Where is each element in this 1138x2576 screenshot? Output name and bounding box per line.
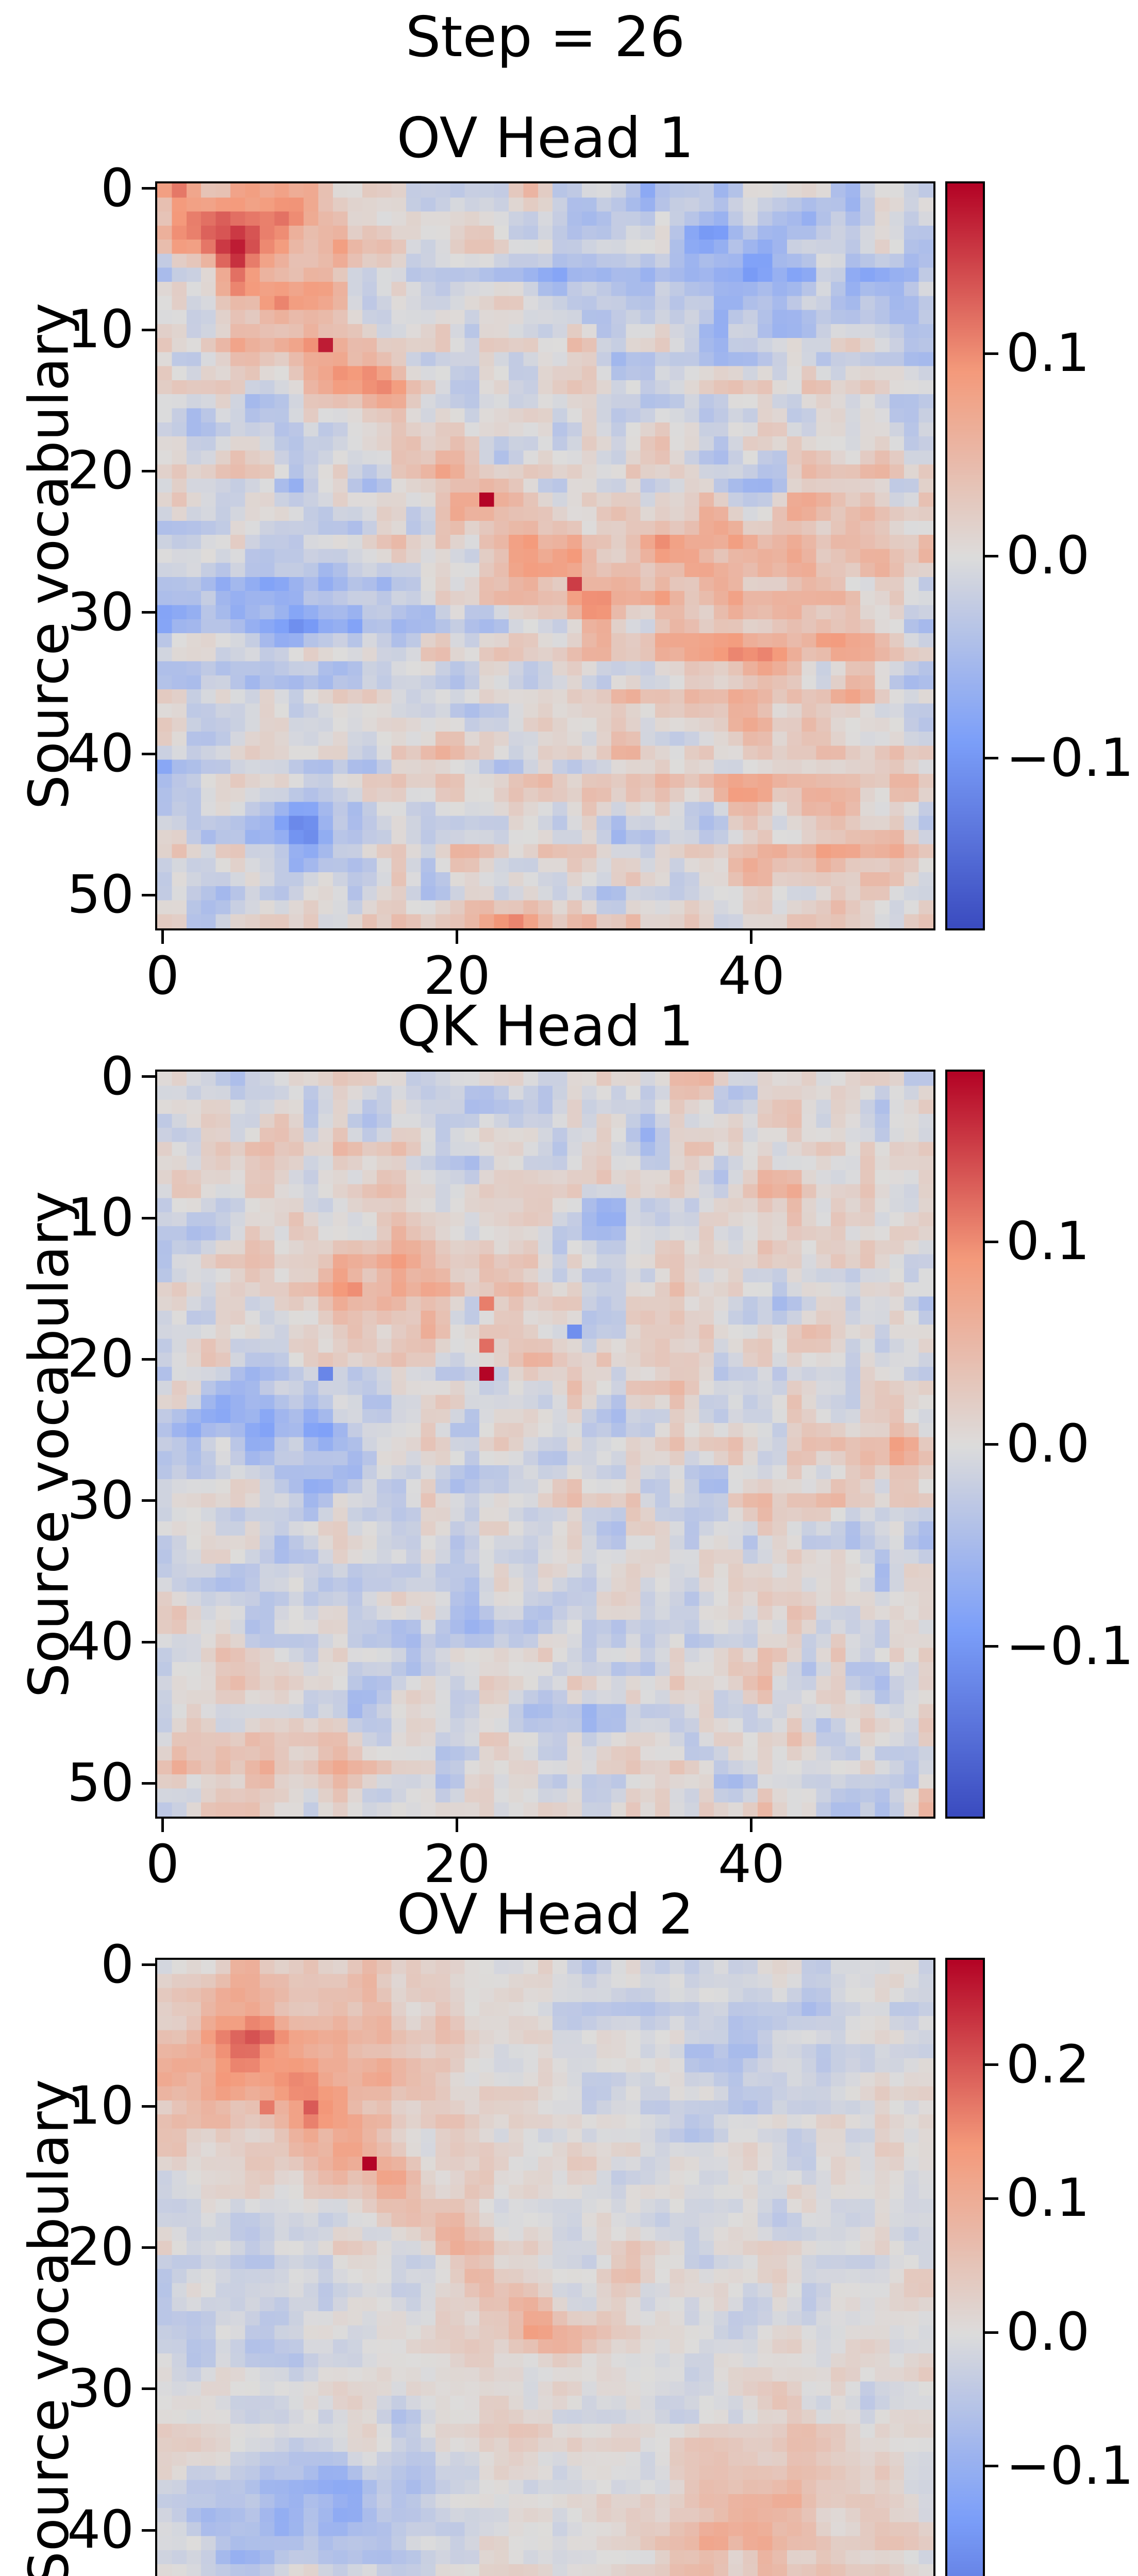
y-tick-label: 20 [67, 2216, 134, 2278]
x-tick-label: 20 [423, 1834, 491, 1895]
x-tick-mark [750, 930, 753, 944]
y-tick-mark [142, 2105, 155, 2108]
x-tick-mark [161, 1819, 164, 1832]
panel-title-ov-head-1: OV Head 1 [396, 106, 694, 171]
x-tick-label: 40 [718, 1834, 785, 1895]
colorbar-gradient [947, 1072, 983, 1817]
y-tick-label: 30 [67, 2358, 134, 2419]
y-tick-mark [142, 611, 155, 614]
y-tick-mark [142, 1216, 155, 1219]
y-tick-mark [142, 328, 155, 331]
y-tick-mark [142, 2387, 155, 2391]
y-tick-mark [142, 2246, 155, 2249]
y-tick-mark [142, 1640, 155, 1643]
y-tick-mark [142, 1499, 155, 1502]
y-tick-mark [142, 1782, 155, 1785]
y-tick-label: 10 [67, 1187, 134, 1249]
y-tick-mark [142, 893, 155, 896]
y-tick-mark [142, 1358, 155, 1361]
colorbar-tick-label: −0.1 [1006, 727, 1134, 789]
colorbar-tick-label: 0.0 [1006, 2301, 1090, 2363]
y-tick-label: 20 [67, 1328, 134, 1390]
colorbar-tick-label: 0.2 [1006, 2033, 1090, 2095]
colorbar-tick-mark [985, 1645, 998, 1648]
colorbar-tick-mark [985, 1240, 998, 1243]
colorbar-tick-label: −0.2 [1006, 2573, 1135, 2576]
y-tick-label: 40 [67, 2499, 134, 2561]
panel-title-qk-head-1: QK Head 1 [397, 994, 694, 1059]
y-tick-mark [142, 2529, 155, 2532]
heatmap-canvas [157, 183, 933, 928]
colorbar-tick-mark [985, 554, 998, 557]
figure-title: Step = 26 [405, 5, 685, 70]
y-tick-label: 10 [67, 299, 134, 361]
colorbar-tick-label: 0.1 [1006, 2167, 1090, 2229]
y-tick-mark [142, 752, 155, 755]
y-tick-mark [142, 1963, 155, 1967]
colorbar-tick-mark [985, 2331, 998, 2334]
colorbar-tick-mark [985, 757, 998, 760]
colorbar-ov-head-1 [945, 181, 985, 930]
y-tick-label: 30 [67, 581, 134, 643]
colorbar-tick-mark [985, 352, 998, 355]
panel-ov-head-1: OV Head 1 Source vocabulary 0 10 20 30 40 50 0… [0, 108, 1138, 1004]
panel-qk-head-1: QK Head 1 Source vocabulary 0 10 20 30 40 50 0… [0, 996, 1138, 1892]
colorbar-tick-mark [985, 2197, 998, 2200]
colorbar-tick-label: 0.0 [1006, 1413, 1090, 1475]
y-tick-label: 0 [101, 1934, 134, 1995]
heatmap-qk-head-1 [155, 1070, 935, 1819]
colorbar-gradient [947, 183, 983, 928]
x-tick-mark [161, 930, 164, 944]
panel-title-ov-head-2: OV Head 2 [396, 1883, 694, 1947]
colorbar-tick-label: 0.1 [1006, 1211, 1090, 1273]
x-tick-label: 0 [145, 945, 179, 1007]
colorbar-tick-label: 0.0 [1006, 525, 1090, 586]
heatmap-canvas [157, 1960, 933, 2576]
y-tick-label: 0 [101, 157, 134, 219]
y-tick-label: 0 [101, 1045, 134, 1107]
x-tick-label: 0 [145, 1834, 179, 1895]
colorbar-tick-mark [985, 1443, 998, 1446]
colorbar-tick-mark [985, 2063, 998, 2066]
y-tick-label: 50 [67, 864, 134, 926]
y-tick-label: 20 [67, 440, 134, 502]
colorbar-tick-mark [985, 2465, 998, 2468]
y-tick-mark [142, 1075, 155, 1078]
y-axis-label: Source vocabulary [0, 181, 98, 930]
y-tick-label: 40 [67, 723, 134, 785]
heatmap-canvas [157, 1072, 933, 1817]
y-tick-label: 40 [67, 1611, 134, 1673]
heatmap-ov-head-2 [155, 1958, 935, 2576]
panel-ov-head-2: OV Head 2 Source vocabulary 010203040500… [0, 1884, 1138, 2576]
y-tick-label: 30 [67, 1469, 134, 1531]
x-tick-label: 40 [718, 945, 785, 1007]
colorbar-ov-head-2 [945, 1958, 985, 2576]
y-tick-label: 10 [67, 2075, 134, 2137]
colorbar-qk-head-1 [945, 1070, 985, 1819]
colorbar-tick-label: −0.1 [1006, 1615, 1134, 1677]
colorbar-tick-label: 0.1 [1006, 323, 1090, 384]
y-tick-mark [142, 187, 155, 190]
x-tick-mark [456, 930, 459, 944]
y-axis-label: Source vocabulary [0, 1070, 98, 1819]
y-tick-mark [142, 469, 155, 472]
x-tick-label: 20 [423, 945, 491, 1007]
y-tick-label: 50 [67, 1752, 134, 1814]
x-tick-mark [456, 1819, 459, 1832]
colorbar-gradient [947, 1960, 983, 2576]
x-tick-mark [750, 1819, 753, 1832]
colorbar-tick-label: −0.1 [1006, 2435, 1134, 2497]
heatmap-ov-head-1 [155, 181, 935, 930]
